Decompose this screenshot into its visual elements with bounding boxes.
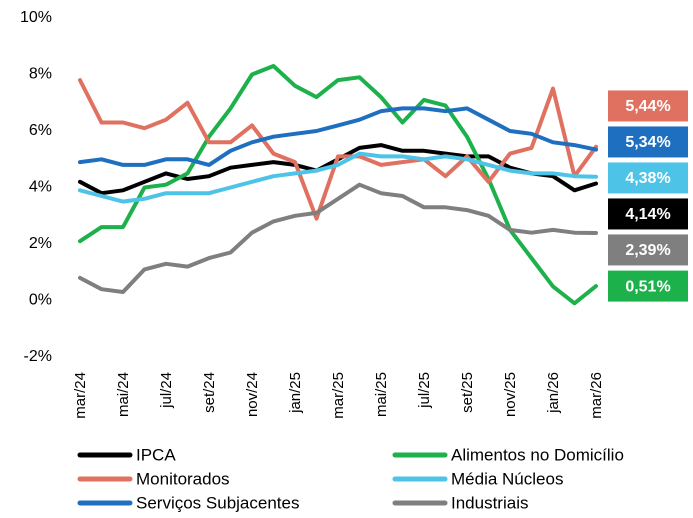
y-tick-label: 10% (20, 9, 52, 26)
y-tick-label: -2% (24, 348, 52, 365)
legend-label: Alimentos no Domicílio (451, 445, 624, 464)
y-tick-label: 2% (29, 235, 52, 252)
x-tick-label: jul/25 (416, 372, 433, 409)
legend-label: Monitorados (136, 469, 230, 488)
end-label-text: 0,51% (625, 278, 670, 295)
legend-label: Industriais (451, 493, 528, 512)
end-label: 5,34% (608, 126, 688, 158)
legend-label: IPCA (136, 445, 176, 464)
y-tick-label: 0% (29, 292, 52, 309)
end-label-box (608, 90, 688, 122)
end-label-text: 5,44% (625, 98, 670, 115)
x-tick-label: set/24 (201, 372, 218, 413)
end-label-text: 2,39% (625, 242, 670, 259)
x-tick-label: nov/25 (502, 372, 519, 417)
end-label: 4,14% (608, 198, 688, 230)
end-label-text: 4,14% (625, 206, 670, 223)
series-line (78, 151, 598, 204)
y-tick-label: 4% (29, 179, 52, 196)
end-label-text: 5,34% (625, 134, 670, 151)
end-label-box (608, 162, 688, 194)
legend-label: Média Núcleos (451, 469, 563, 488)
end-label-box (608, 198, 688, 230)
end-label-box (608, 270, 688, 302)
y-tick-label: 6% (29, 122, 52, 139)
x-tick-label: mar/26 (588, 372, 605, 419)
x-tick-label: jan/25 (287, 372, 304, 414)
x-tick-label: set/25 (459, 372, 476, 413)
series-line (78, 106, 598, 167)
end-label: 4,38% (608, 162, 688, 194)
x-tick-label: jan/26 (545, 372, 562, 414)
x-tick-label: mai/24 (115, 372, 132, 417)
x-tick-label: nov/24 (244, 372, 261, 417)
x-tick-label: mai/25 (373, 372, 390, 417)
series-line (78, 182, 598, 294)
series-line (78, 78, 598, 221)
x-tick-label: mar/25 (330, 372, 347, 419)
y-tick-label: 8% (29, 66, 52, 83)
legend-label: Serviços Subjacentes (136, 493, 299, 512)
end-label-box (608, 234, 688, 266)
x-tick-label: mar/24 (72, 372, 89, 419)
end-label: 0,51% (608, 270, 688, 302)
end-label: 2,39% (608, 234, 688, 266)
end-label-text: 4,38% (625, 170, 670, 187)
end-label: 5,44% (608, 90, 688, 122)
end-label-box (608, 126, 688, 158)
x-tick-label: jul/24 (158, 372, 175, 409)
